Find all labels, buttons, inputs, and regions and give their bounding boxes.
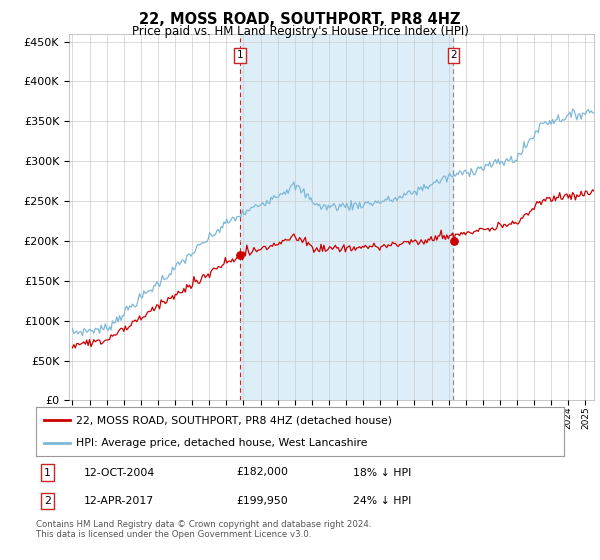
- Text: £182,000: £182,000: [236, 468, 289, 478]
- Text: £199,950: £199,950: [236, 496, 289, 506]
- Text: 2: 2: [450, 50, 457, 60]
- Text: 1: 1: [236, 50, 243, 60]
- Text: HPI: Average price, detached house, West Lancashire: HPI: Average price, detached house, West…: [76, 438, 367, 448]
- Point: [235, 251, 244, 260]
- Text: 22, MOSS ROAD, SOUTHPORT, PR8 4HZ: 22, MOSS ROAD, SOUTHPORT, PR8 4HZ: [139, 12, 461, 27]
- Text: 18% ↓ HPI: 18% ↓ HPI: [353, 468, 411, 478]
- Bar: [239, 34, 454, 400]
- Point: [449, 236, 459, 245]
- Text: 22, MOSS ROAD, SOUTHPORT, PR8 4HZ (detached house): 22, MOSS ROAD, SOUTHPORT, PR8 4HZ (detac…: [76, 416, 392, 426]
- Text: 2: 2: [44, 496, 51, 506]
- Text: 24% ↓ HPI: 24% ↓ HPI: [353, 496, 411, 506]
- Text: 12-OCT-2004: 12-OCT-2004: [83, 468, 155, 478]
- Text: 12-APR-2017: 12-APR-2017: [83, 496, 154, 506]
- Text: Contains HM Land Registry data © Crown copyright and database right 2024.
This d: Contains HM Land Registry data © Crown c…: [36, 520, 371, 539]
- Text: Price paid vs. HM Land Registry's House Price Index (HPI): Price paid vs. HM Land Registry's House …: [131, 25, 469, 38]
- Text: 1: 1: [44, 468, 51, 478]
